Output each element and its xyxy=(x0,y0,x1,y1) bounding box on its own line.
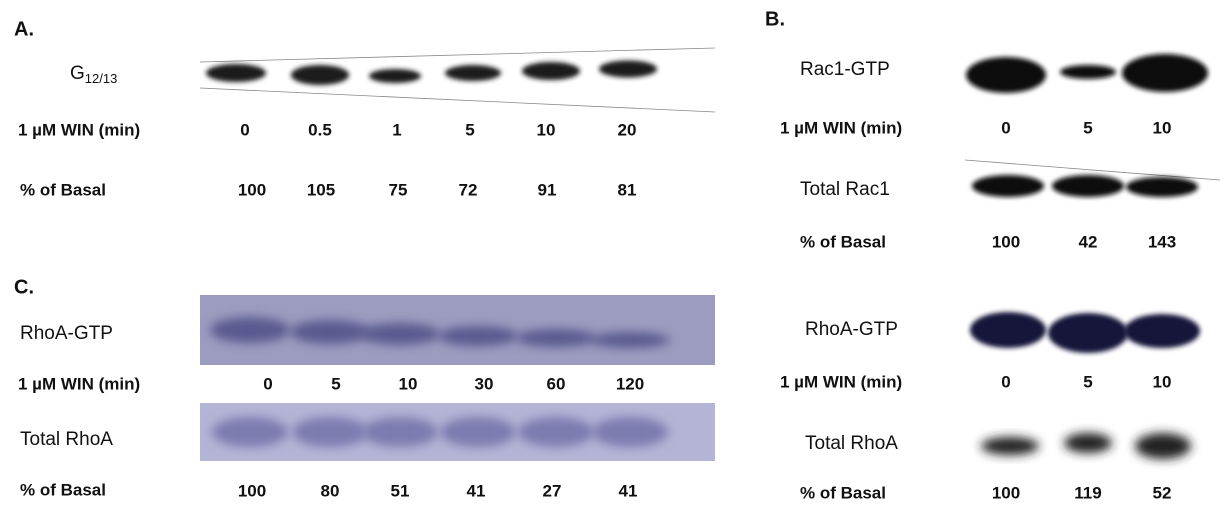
basal-value: 80 xyxy=(321,481,340,500)
basal-value: 75 xyxy=(389,180,408,199)
blot-label: G12/13 xyxy=(70,63,117,86)
blot-edge xyxy=(200,88,715,112)
time-value: 5 xyxy=(1083,372,1092,391)
time-value: 20 xyxy=(618,120,637,139)
time-value: 10 xyxy=(399,374,418,393)
row-label: % of Basal xyxy=(800,232,886,251)
basal-value: 119 xyxy=(1074,483,1101,502)
basal-value: 91 xyxy=(538,180,557,199)
band xyxy=(970,312,1046,348)
blot-edge xyxy=(200,48,715,62)
band xyxy=(518,417,594,447)
band xyxy=(1052,175,1124,197)
time-value: 10 xyxy=(537,120,556,139)
blot-label-main: G xyxy=(70,63,85,84)
panel-label: A. xyxy=(14,18,34,40)
band xyxy=(362,417,438,447)
blot-label-sub: 12/13 xyxy=(85,71,118,86)
row-label: % of Basal xyxy=(800,483,886,502)
panel-label: C. xyxy=(14,276,34,298)
time-value: 10 xyxy=(1153,118,1172,137)
band xyxy=(981,437,1039,455)
band xyxy=(206,64,266,82)
band xyxy=(445,65,501,81)
row-label: Total Rac1 xyxy=(800,179,890,200)
band xyxy=(1126,177,1198,197)
time-value: 0 xyxy=(1001,118,1010,137)
band xyxy=(360,323,440,345)
band xyxy=(212,417,288,447)
row-label: RhoA-GTP xyxy=(805,319,898,340)
band xyxy=(369,69,421,83)
row-label: Total RhoA xyxy=(20,429,113,450)
row-label: RhoA-GTP xyxy=(20,323,113,344)
band xyxy=(966,57,1046,93)
band xyxy=(291,65,349,85)
basal-value: 100 xyxy=(238,180,266,199)
row-label: Rac1-GTP xyxy=(800,59,890,80)
basal-value: 52 xyxy=(1153,483,1172,502)
time-value: 0.5 xyxy=(308,120,332,139)
band xyxy=(1135,433,1191,459)
band xyxy=(592,417,668,447)
basal-value: 41 xyxy=(467,481,486,500)
basal-value: 143 xyxy=(1148,232,1176,251)
time-value: 0 xyxy=(1001,372,1010,391)
band xyxy=(210,317,290,343)
basal-value: 27 xyxy=(543,481,562,500)
basal-value: 81 xyxy=(618,180,637,199)
band xyxy=(1064,433,1112,453)
time-value: 10 xyxy=(1153,372,1172,391)
row-label: 1 µM WIN (min) xyxy=(780,372,902,391)
band xyxy=(516,329,596,347)
band xyxy=(1122,54,1208,92)
time-value: 5 xyxy=(465,120,474,139)
basal-value: 72 xyxy=(459,180,478,199)
basal-value: 105 xyxy=(307,180,335,199)
band xyxy=(522,62,580,80)
band xyxy=(292,417,368,447)
row-label: 1 µM WIN (min) xyxy=(18,374,140,393)
time-value: 30 xyxy=(475,374,494,393)
time-value: 5 xyxy=(1083,118,1092,137)
band xyxy=(1048,313,1128,353)
row-label: % of Basal xyxy=(20,480,106,499)
band xyxy=(290,320,370,344)
row-label: Total RhoA xyxy=(805,433,898,454)
band xyxy=(438,326,518,346)
panel-label: B. xyxy=(765,8,785,30)
time-value: 5 xyxy=(331,374,340,393)
time-value: 60 xyxy=(547,374,566,393)
band xyxy=(599,61,657,78)
band xyxy=(590,332,670,348)
band xyxy=(1060,65,1116,79)
basal-value: 100 xyxy=(992,483,1020,502)
basal-value: 51 xyxy=(391,481,410,500)
basal-value: 42 xyxy=(1079,232,1098,251)
time-value: 0 xyxy=(263,374,272,393)
band xyxy=(972,175,1044,197)
basal-value: 41 xyxy=(619,481,638,500)
row-label: 1 µM WIN (min) xyxy=(18,120,140,139)
blot-bands xyxy=(206,54,1208,459)
row-label: 1 µM WIN (min) xyxy=(780,118,902,137)
time-value: 0 xyxy=(240,120,249,139)
basal-value: 100 xyxy=(992,232,1020,251)
row-label: % of Basal xyxy=(20,180,106,199)
time-value: 120 xyxy=(616,374,644,393)
time-value: 1 xyxy=(392,120,401,139)
band xyxy=(1124,314,1200,348)
basal-value: 100 xyxy=(238,481,266,500)
band xyxy=(440,417,516,447)
figure: A. G12/13 B. C. 1 µM WIN (min)00.5151020… xyxy=(0,0,1231,506)
